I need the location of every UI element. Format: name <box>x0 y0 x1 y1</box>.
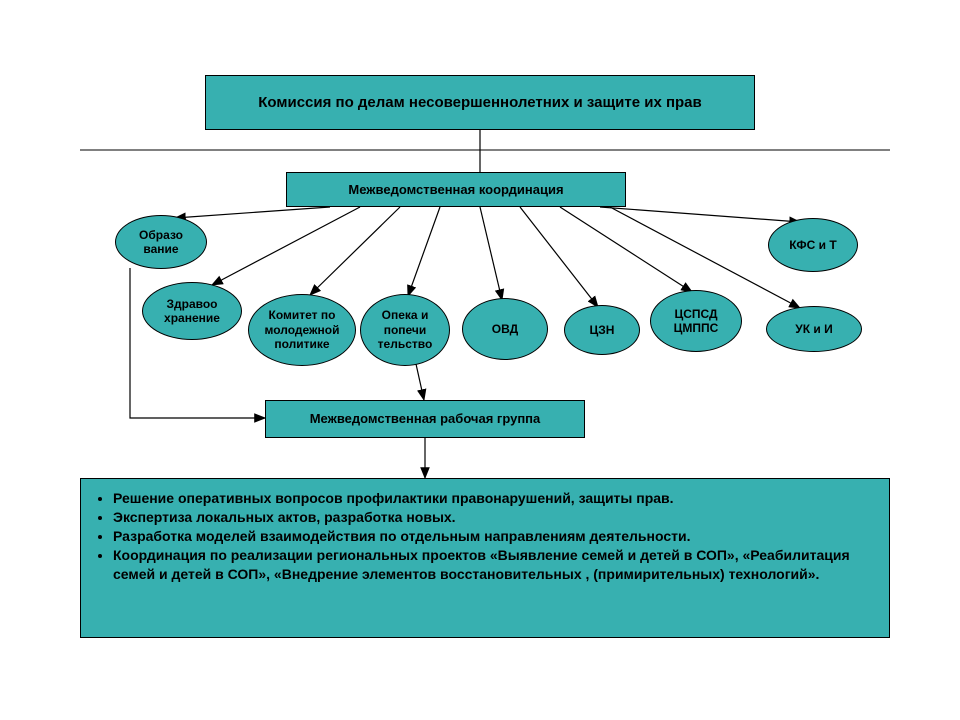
node-label-guard: Опека ипопечительство <box>378 308 433 351</box>
node-guard: Опека ипопечительство <box>360 294 450 366</box>
node-label-health: Здравоохранение <box>164 297 220 326</box>
bullet-list: Решение оперативных вопросов профилактик… <box>95 489 875 583</box>
node-top: Комиссия по делам несовершеннолетних и з… <box>205 75 755 130</box>
node-cspsd: ЦСПСДЦМППС <box>650 290 742 352</box>
node-health: Здравоохранение <box>142 282 242 340</box>
node-label-kfs: КФС и Т <box>789 238 836 252</box>
bullet-box: Решение оперативных вопросов профилактик… <box>80 478 890 638</box>
node-label-cspsd: ЦСПСДЦМППС <box>674 307 719 336</box>
bullet-item-0: Решение оперативных вопросов профилактик… <box>113 489 875 508</box>
node-youth: Комитет помолодежнойполитике <box>248 294 356 366</box>
bullet-item-1: Экспертиза локальных актов, разработка н… <box>113 508 875 527</box>
node-label-czn: ЦЗН <box>590 323 615 337</box>
node-label-uki: УК и И <box>795 322 832 336</box>
node-label-youth: Комитет помолодежнойполитике <box>265 308 340 351</box>
node-coord: Межведомственная координация <box>286 172 626 207</box>
node-kfs: КФС и Т <box>768 218 858 272</box>
bullet-item-3: Координация по реализации региональных п… <box>113 546 875 584</box>
bullet-item-2: Разработка моделей взаимодействия по отд… <box>113 527 875 546</box>
node-ovd: ОВД <box>462 298 548 360</box>
node-label-group: Межведомственная рабочая группа <box>310 411 541 427</box>
node-label-ovd: ОВД <box>492 322 518 336</box>
node-uki: УК и И <box>766 306 862 352</box>
node-label-edu: Образование <box>139 228 183 257</box>
node-group: Межведомственная рабочая группа <box>265 400 585 438</box>
node-label-top: Комиссия по делам несовершеннолетних и з… <box>258 94 702 112</box>
node-czn: ЦЗН <box>564 305 640 355</box>
node-edu: Образование <box>115 215 207 269</box>
node-label-coord: Межведомственная координация <box>348 182 563 198</box>
